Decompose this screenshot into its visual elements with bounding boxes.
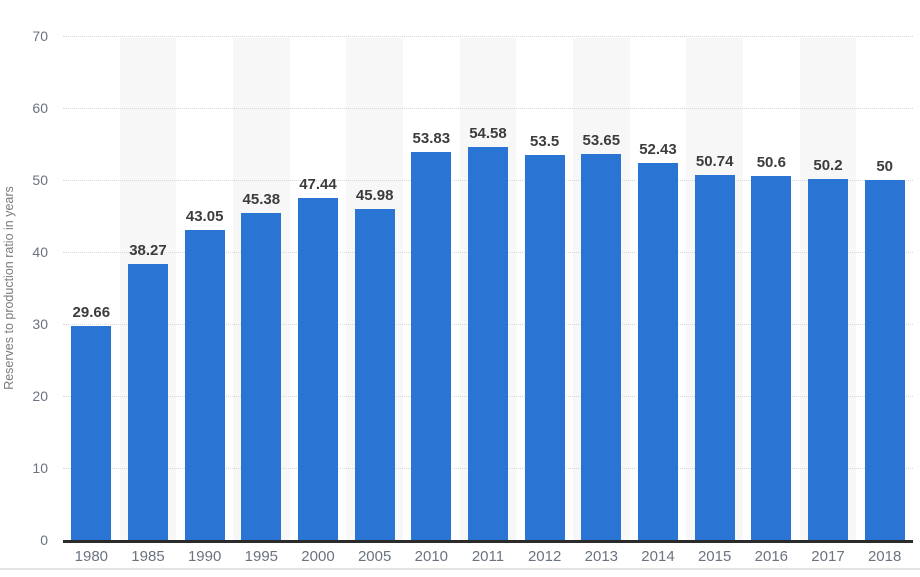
bar[interactable] — [241, 213, 282, 540]
x-tick-label: 2005 — [357, 548, 392, 565]
bar[interactable] — [184, 230, 225, 540]
x-tick-label: 2016 — [754, 548, 789, 565]
bar[interactable] — [751, 175, 792, 540]
gridline — [63, 36, 913, 37]
bar-value-label: 47.44 — [299, 176, 337, 194]
bar[interactable] — [354, 208, 395, 540]
bar[interactable] — [808, 178, 848, 540]
x-tick-label: 2018 — [867, 548, 902, 565]
x-tick-label: 1980 — [74, 548, 109, 565]
bar-value-label: 45.98 — [355, 186, 394, 204]
bar-value-label: 29.66 — [72, 304, 111, 322]
bar-value-label: 38.27 — [129, 242, 167, 260]
x-tick-label: 2000 — [301, 548, 335, 565]
bar[interactable] — [638, 162, 678, 540]
x-axis-line — [63, 540, 913, 543]
bar[interactable] — [71, 326, 112, 540]
y-tick-label: 0 — [40, 532, 48, 548]
bottom-divider — [0, 568, 920, 570]
bar[interactable] — [694, 174, 735, 540]
y-tick-label: 10 — [32, 460, 48, 476]
bar-value-label: 50 — [876, 158, 893, 175]
bar[interactable] — [298, 198, 338, 540]
x-tick-label: 2014 — [641, 548, 675, 565]
bar-value-label: 50.74 — [695, 152, 734, 170]
x-tick-label: 2011 — [471, 548, 505, 565]
y-tick-label: 50 — [32, 172, 48, 188]
bar-value-label: 45.38 — [242, 191, 281, 209]
bar[interactable] — [128, 264, 168, 540]
bar[interactable] — [468, 147, 508, 540]
bar-value-label: 53.83 — [412, 130, 451, 148]
x-tick-label: 2013 — [584, 548, 619, 565]
bar[interactable] — [581, 153, 622, 540]
gridline — [63, 108, 913, 109]
bar[interactable] — [524, 154, 565, 540]
bar[interactable] — [411, 152, 452, 540]
bar-value-label: 50.6 — [756, 153, 786, 171]
x-tick-label: 1995 — [244, 548, 279, 565]
bar-value-label: 53.5 — [530, 132, 560, 150]
x-tick-label: 1985 — [131, 548, 165, 565]
y-tick-label: 40 — [32, 244, 48, 260]
y-tick-label: 20 — [32, 388, 48, 404]
bar-value-label: 52.43 — [639, 140, 677, 158]
x-tick-label: 2010 — [414, 548, 449, 565]
y-tick-label: 30 — [32, 316, 48, 332]
bar-value-label: 54.58 — [469, 125, 507, 143]
bar-value-label: 43.05 — [185, 208, 224, 226]
y-tick-label: 60 — [32, 100, 48, 116]
bar-value-label: 53.65 — [582, 131, 621, 149]
x-tick-label: 2012 — [527, 548, 562, 565]
x-tick-label: 2017 — [811, 548, 845, 565]
y-tick-label: 70 — [32, 28, 48, 44]
x-tick-label: 1990 — [187, 548, 222, 565]
bar-value-label: 50.2 — [813, 156, 843, 174]
bar[interactable] — [864, 180, 905, 540]
x-tick-label: 2015 — [697, 548, 732, 565]
